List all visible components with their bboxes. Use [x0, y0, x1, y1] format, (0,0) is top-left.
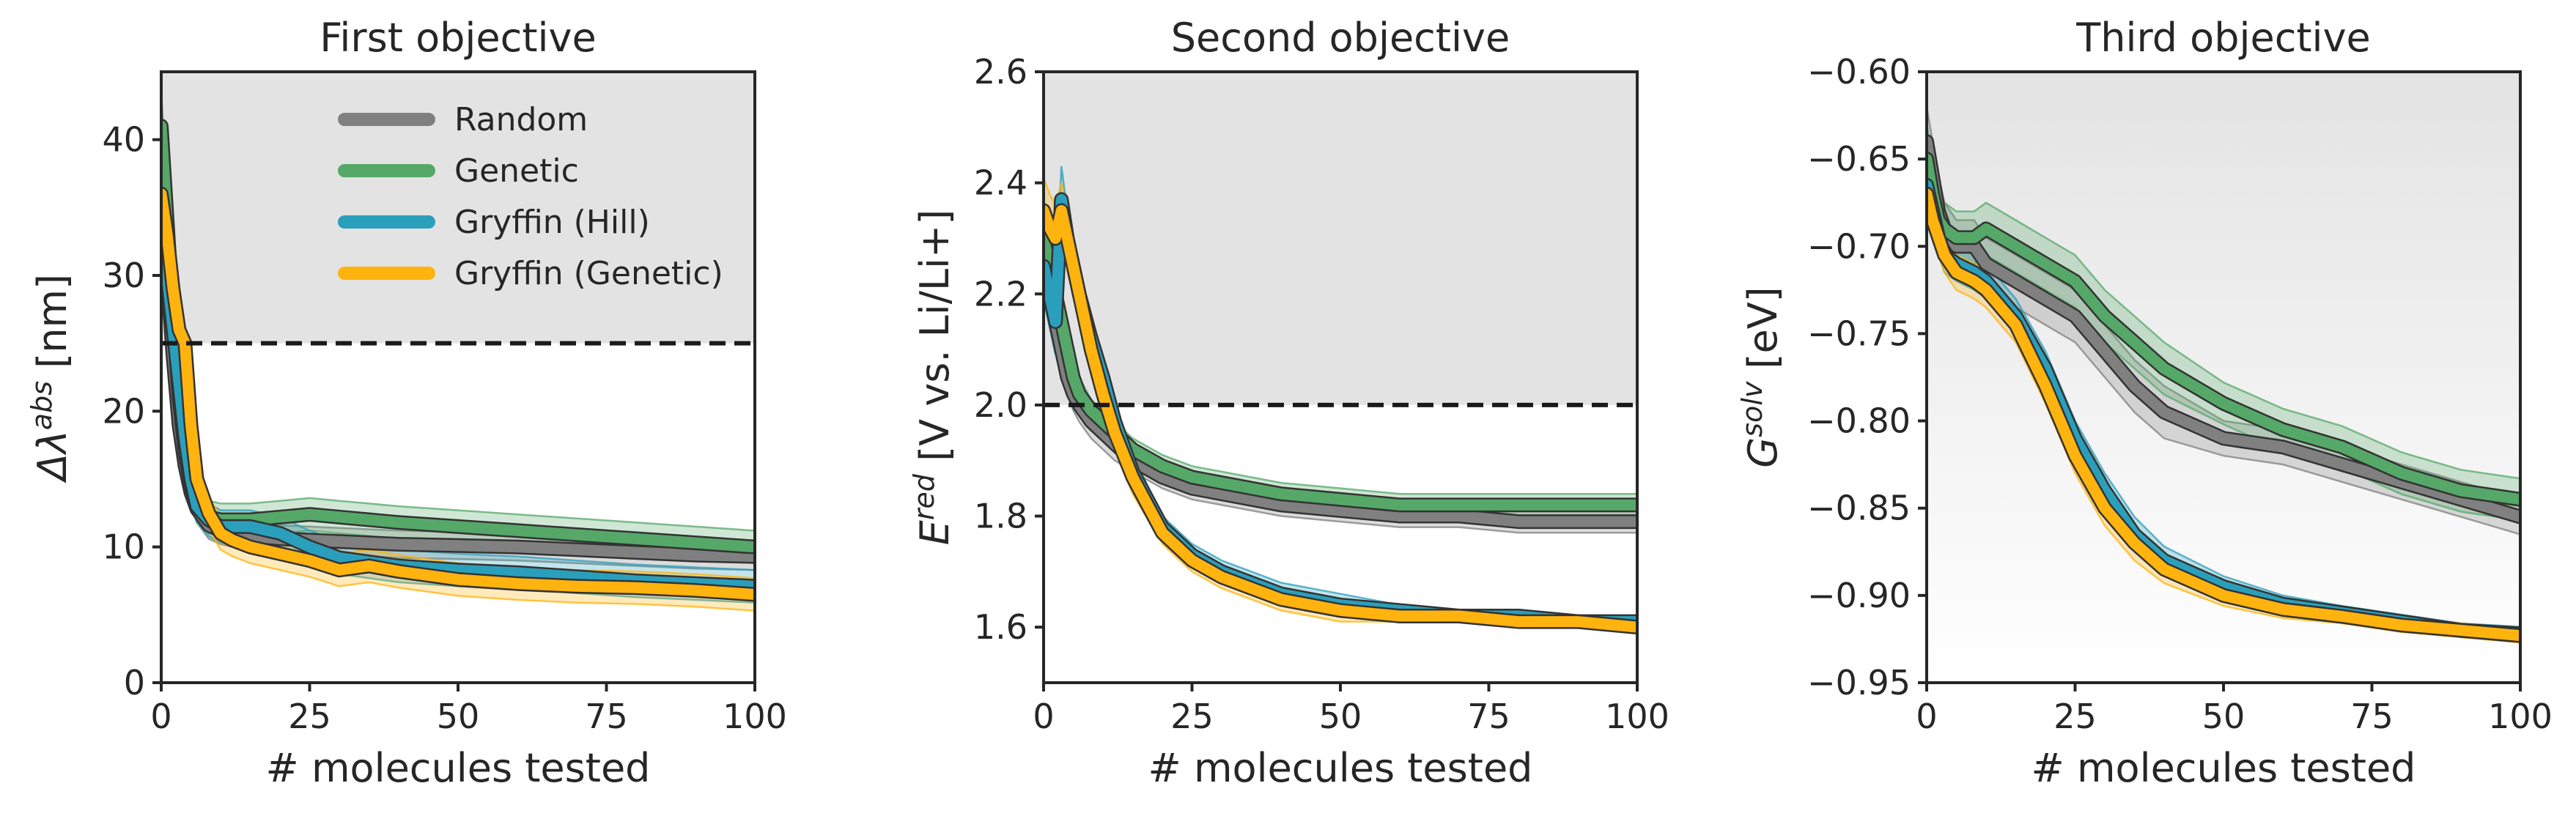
y-tick-label: 2.0	[974, 385, 1027, 425]
legend-label: Genetic	[454, 152, 579, 190]
x-tick-label: 100	[723, 697, 787, 736]
plot-area	[1044, 166, 1637, 635]
series-line-4	[161, 188, 755, 600]
x-tick-label: 0	[1033, 697, 1054, 736]
y-tick-label: 30	[102, 256, 145, 295]
x-axis-label: # molecules tested	[1148, 745, 1533, 791]
y-tick-label: 1.6	[974, 607, 1027, 647]
series-line-2	[1044, 233, 1637, 511]
y-tick-label: 40	[102, 120, 145, 160]
x-tick-label: 100	[1605, 697, 1669, 736]
x-tick-label: 25	[288, 697, 331, 736]
x-tick-label: 50	[2202, 697, 2245, 736]
plot-area	[1927, 106, 2520, 644]
x-tick-label: 75	[1467, 697, 1510, 736]
y-tick-label: −0.85	[1807, 489, 1911, 528]
x-tick-label: 75	[2350, 697, 2394, 736]
x-tick-label: 0	[1916, 697, 1937, 736]
x-tick-label: 100	[2488, 697, 2553, 736]
y-tick-label: −0.90	[1807, 576, 1911, 615]
y-tick-label: −0.65	[1807, 139, 1911, 179]
y-tick-label: 0	[124, 663, 145, 702]
x-axis-label: # molecules tested	[2031, 745, 2416, 791]
y-tick-label: −0.75	[1807, 314, 1911, 353]
x-tick-label: 25	[1170, 697, 1214, 736]
y-tick-label: 10	[102, 527, 145, 567]
plot-area	[161, 92, 755, 612]
shaded-region	[161, 72, 755, 344]
series-line-3	[161, 201, 755, 592]
series-line-2	[1927, 153, 2520, 505]
chart-title: First objective	[320, 15, 596, 61]
x-tick-label: 0	[150, 697, 171, 736]
x-tick-label: 50	[1319, 697, 1362, 736]
legend-label: Random	[454, 101, 588, 138]
legend-label: Gryffin (Hill)	[454, 204, 650, 241]
chart-title: Second objective	[1171, 15, 1510, 61]
y-tick-label: 1.8	[974, 497, 1027, 536]
x-tick-label: 50	[437, 697, 480, 736]
x-tick-label: 75	[585, 697, 628, 736]
y-axis-label: Ered [V vs. Li/Li+]	[908, 209, 958, 546]
chart-title: Third objective	[2075, 15, 2371, 61]
chart-panel-3: 0 25 50 75 100 −0.95 −0.90 −0.85 −0.80 −0.75 −0.70…	[1736, 15, 2553, 791]
y-tick-label: −0.70	[1807, 226, 1911, 266]
y-tick-label: 2.6	[974, 52, 1027, 92]
y-axis-label: Gsolv [eV]	[1736, 286, 1786, 467]
y-tick-label: 2.2	[974, 274, 1027, 314]
y-tick-label: 20	[102, 391, 145, 431]
chart-panel-1: 0 25 50 75 100 0 10 20 30 40 First objective # mole…	[26, 15, 787, 791]
shaded-region	[1044, 72, 1637, 405]
x-axis-label: # molecules tested	[266, 745, 651, 791]
y-tick-label: 2.4	[974, 163, 1027, 203]
y-tick-label: −0.80	[1807, 401, 1911, 441]
y-axis-label: Δλabs [nm]	[26, 274, 75, 483]
x-tick-label: 25	[2053, 697, 2097, 736]
y-tick-label: −0.60	[1807, 52, 1911, 92]
y-tick-label: −0.95	[1807, 663, 1911, 702]
series-line-4	[1927, 188, 2520, 642]
series-line-4	[1044, 205, 1637, 633]
chart-panel-2: 0 25 50 75 100 1.6 1.8 2.0 2.2 2.4 2.6 Second objec…	[908, 15, 1669, 791]
legend: Random Genetic Gryffin (Hill) Gryffin (Gene…	[338, 101, 723, 292]
legend-label: Gryffin (Genetic)	[454, 255, 723, 292]
